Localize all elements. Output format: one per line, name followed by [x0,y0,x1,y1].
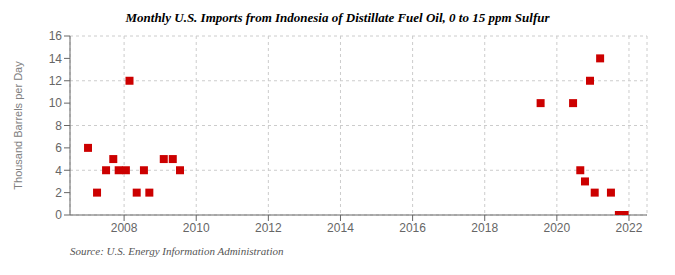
svg-text:10: 10 [49,96,63,110]
svg-text:2022: 2022 [616,221,643,235]
svg-text:4: 4 [55,164,62,178]
svg-text:2018: 2018 [471,221,498,235]
svg-text:Thousand Barrels per Day: Thousand Barrels per Day [12,61,24,190]
html-text:Source: U.S. Energy Informatio: Source: U.S. Energy Information Administ… [70,245,284,257]
svg-text:2: 2 [55,186,62,200]
svg-text:2010: 2010 [183,221,210,235]
svg-text:16: 16 [49,29,63,43]
svg-text:2016: 2016 [399,221,426,235]
html-text:Monthly U.S. Imports from Indo: Monthly U.S. Imports from Indonesia of D… [125,10,550,25]
svg-text:12: 12 [49,74,63,88]
svg-text:0: 0 [55,208,62,222]
svg-text:2014: 2014 [327,221,354,235]
svg-text:14: 14 [49,52,63,66]
svg-text:2012: 2012 [255,221,282,235]
svg-text:2008: 2008 [111,221,138,235]
svg-text:2020: 2020 [543,221,570,235]
svg-text:6: 6 [55,141,62,155]
svg-text:8: 8 [55,119,62,133]
